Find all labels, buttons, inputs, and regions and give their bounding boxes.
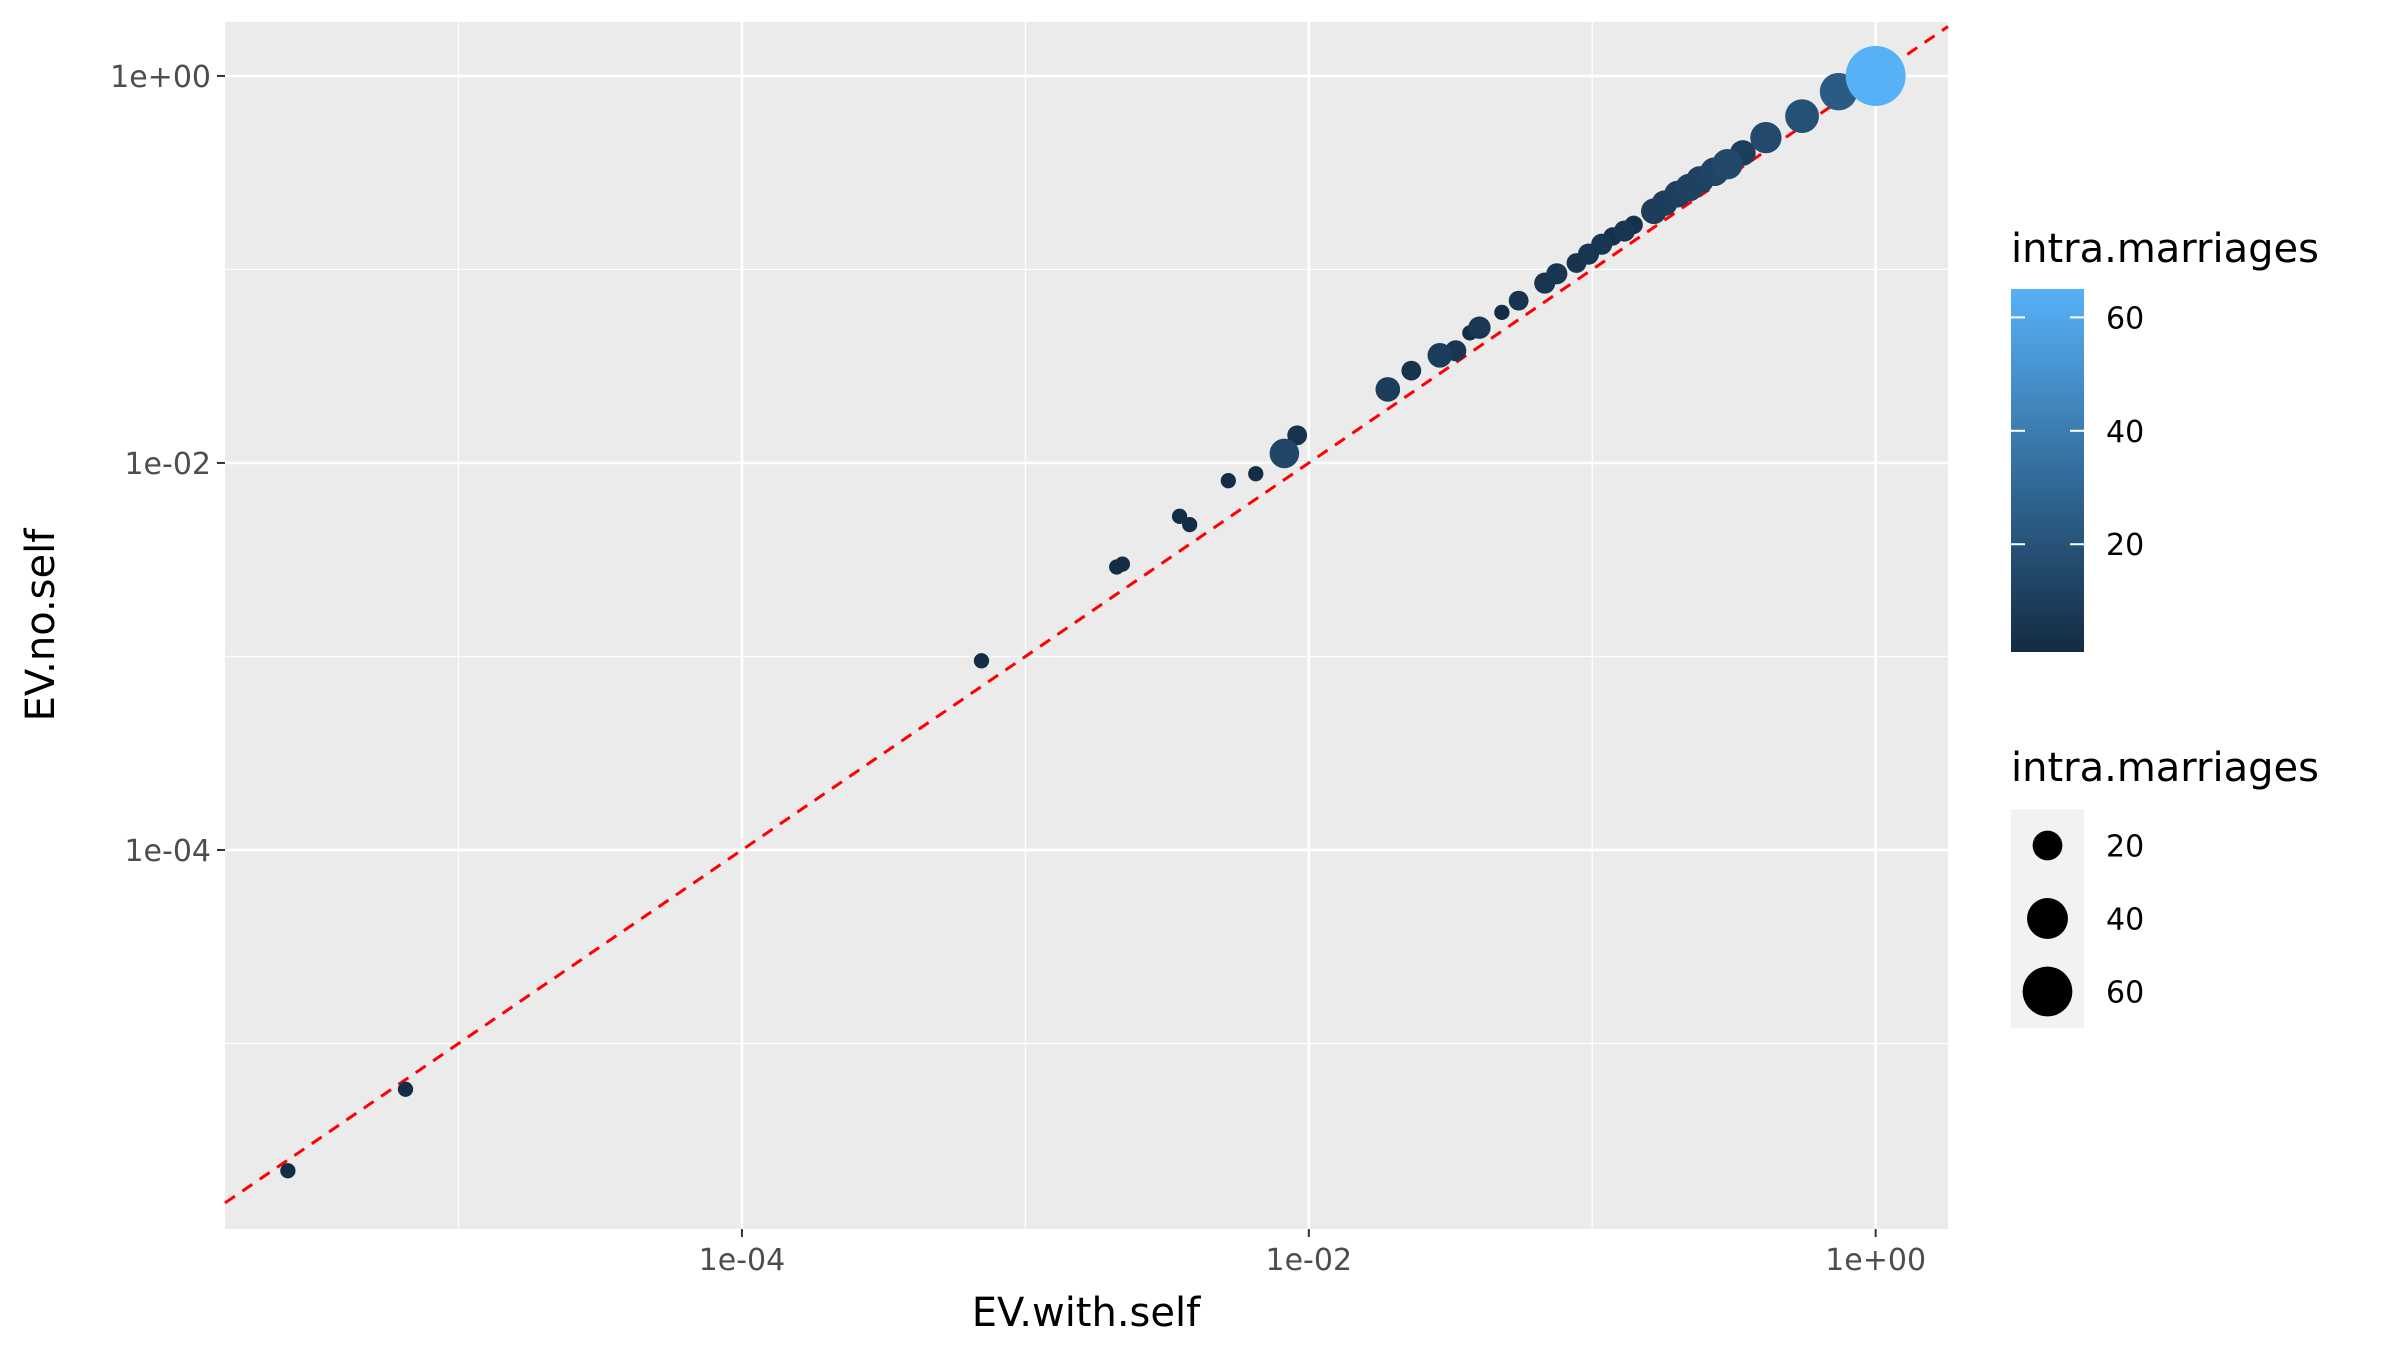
panel-background [225,22,1948,1229]
data-point [1508,290,1529,311]
data-point [1468,316,1491,339]
y-tick-label: 1e-04 [124,834,211,869]
y-axis-title: EV.no.self [18,528,64,722]
size-legend-key [2027,898,2068,939]
points-layer [280,45,1906,1179]
data-point [1401,360,1422,381]
size-legend-key [2032,830,2063,861]
x-tick-label: 1e-04 [699,1243,786,1278]
data-point [1220,473,1236,489]
data-point [973,653,990,669]
data-point [1171,508,1188,524]
data-point [1785,99,1819,134]
data-point [280,1163,296,1179]
size-legend-label: 60 [2106,976,2144,1011]
identity-reference-line [224,25,1949,1205]
x-tick-label: 1e+00 [1825,1243,1926,1278]
x-tick-label: 1e-02 [1266,1243,1353,1278]
color-legend-label: 60 [2106,301,2144,336]
size-legend-keys: 20 40 60 [2022,830,2144,1017]
x-axis-title: EV.with.self [972,1290,1201,1336]
size-legend-label: 40 [2106,903,2144,938]
data-point [1248,466,1264,482]
x-axis: 1e-04 1e-02 1e+00 [699,1229,1926,1278]
size-legend-key [2022,966,2073,1017]
data-point [1494,304,1510,321]
size-legend-title: intra.marriages [2011,745,2319,791]
color-legend-bar [2011,289,2084,652]
data-point [397,1081,414,1097]
reference-line-layer [224,25,1949,1205]
size-legend: intra.marriages 20 40 60 [2011,745,2319,1028]
color-legend-label: 40 [2106,415,2144,450]
data-point [1114,556,1131,572]
color-legend-ticks: 20 40 60 [2011,301,2144,563]
minor-gridlines [225,22,1948,1229]
major-gridlines [225,22,1948,1229]
data-point [1591,233,1613,255]
data-point [1287,425,1308,446]
data-point [1427,342,1453,368]
data-point [1269,438,1300,469]
color-legend: intra.marriages 20 40 60 [2011,226,2319,652]
y-tick-label: 1e-02 [124,447,211,482]
data-point [1712,148,1743,180]
data-point [1845,45,1906,106]
color-legend-label: 20 [2106,528,2144,563]
y-axis: 1e-04 1e-02 1e+00 [110,60,225,869]
size-legend-label: 20 [2106,830,2144,865]
data-point [1182,517,1198,533]
data-point [1750,121,1782,154]
data-point [1546,263,1568,285]
data-point [1613,220,1636,242]
y-tick-label: 1e+00 [110,60,211,95]
color-legend-title: intra.marriages [2011,226,2319,272]
data-point [1375,377,1401,402]
